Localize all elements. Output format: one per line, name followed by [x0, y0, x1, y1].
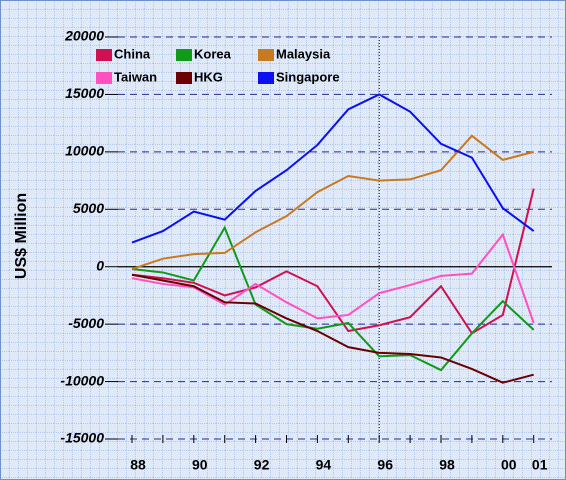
y-tick-label: -15000: [60, 430, 104, 446]
legend-label: Singapore: [276, 69, 340, 84]
legend-label: China: [114, 46, 151, 61]
legend-label: Malaysia: [276, 46, 331, 61]
series-line: [131, 93, 535, 244]
y-tick-label: 5000: [73, 200, 104, 216]
x-tick-label: 01: [532, 457, 548, 473]
x-tick-label: 98: [439, 457, 455, 473]
series-line: [131, 134, 534, 270]
x-tick-label: 92: [254, 457, 270, 473]
series-line: [131, 188, 535, 335]
x-tick-label: 90: [192, 457, 208, 473]
y-tick-label: -10000: [60, 372, 104, 388]
legend-label: HKG: [194, 69, 223, 84]
x-tick-label: 88: [130, 457, 146, 473]
y-tick-label: 15000: [65, 85, 104, 101]
x-tick-label: 94: [316, 457, 332, 473]
legend-swatch: [96, 72, 112, 84]
x-tick-label: 96: [377, 457, 393, 473]
legend-swatch: [96, 49, 112, 61]
legend-label: Korea: [194, 46, 232, 61]
legend-swatch: [258, 72, 274, 84]
y-axis-title: US$ Million: [13, 193, 30, 279]
y-tick-label: 20000: [64, 28, 104, 44]
series-line: [131, 273, 534, 384]
series-line: [131, 225, 535, 372]
y-tick-label: 10000: [65, 143, 104, 159]
y-tick-label: -5000: [68, 315, 104, 331]
legend-label: Taiwan: [114, 69, 157, 84]
legend-swatch: [258, 49, 274, 61]
legend-swatch: [176, 49, 192, 61]
x-tick-label: 00: [501, 457, 517, 473]
legend-swatch: [176, 72, 192, 84]
y-tick-label: 0: [96, 257, 104, 273]
series-line: [131, 232, 535, 324]
